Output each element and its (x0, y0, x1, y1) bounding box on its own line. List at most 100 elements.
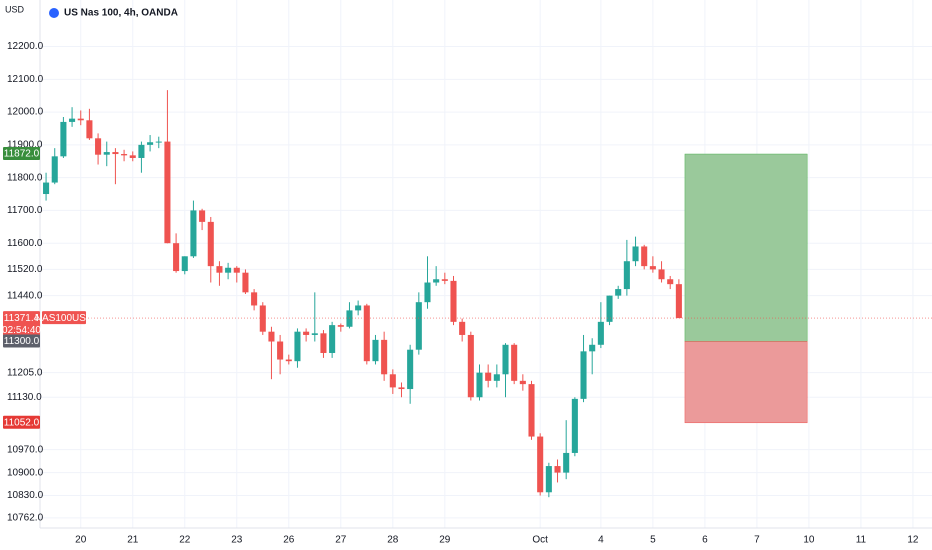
y-tick-label: 10970.0 (7, 444, 44, 455)
countdown-box: 02:54:40 (2, 323, 41, 337)
candle-body (433, 279, 440, 283)
candle-body (121, 154, 128, 156)
x-tick-label: 6 (702, 535, 708, 546)
x-tick-label: 20 (75, 535, 87, 546)
stop-price-box: 11052.0 (3, 415, 40, 429)
candle-body (615, 289, 622, 296)
candle-body (329, 325, 336, 353)
y-tick-label: 11130.0 (7, 392, 42, 403)
candle-body (355, 305, 362, 311)
x-tick-label: 5 (650, 535, 656, 546)
candle-body (112, 152, 119, 155)
x-tick-label: 28 (387, 535, 399, 546)
candle-body (528, 384, 535, 437)
candle-body (571, 398, 578, 453)
candle-body (259, 305, 266, 332)
target-price-bg (3, 147, 40, 161)
candle-body (173, 243, 180, 272)
candle-body (476, 372, 483, 398)
candle-body (502, 344, 509, 375)
candle-body (563, 452, 570, 473)
candle-body (69, 118, 76, 122)
candle-body (103, 152, 110, 155)
symbol-label: NAS100USD (35, 313, 93, 324)
profit-zone (684, 153, 808, 342)
y-tick-label: 10762.0 (7, 512, 44, 523)
y-tick-label: 10900.0 (7, 467, 44, 478)
candle-body (138, 144, 145, 158)
candle-body (155, 141, 162, 143)
y-tick-label: 11520.0 (7, 264, 43, 275)
candle-body (407, 349, 414, 390)
candle-body (242, 272, 249, 293)
y-tick-label: 12100.0 (7, 74, 44, 85)
x-tick-label: 23 (231, 535, 243, 546)
candle-body (441, 279, 448, 281)
entry-price-box: 11300.0 (3, 334, 40, 348)
x-tick-label: 29 (439, 535, 451, 546)
entry-price-label: 11300.0 (4, 336, 40, 347)
candle-body (537, 436, 544, 493)
candle-body (649, 266, 656, 270)
symbol-bg (42, 311, 86, 325)
candle-body (233, 267, 240, 273)
candle-body (389, 374, 396, 388)
last-price-box: 11371.4 (3, 311, 40, 325)
candle-body (86, 120, 93, 139)
candle-body (467, 334, 474, 398)
candle-body (667, 279, 674, 285)
candle-body (450, 280, 457, 322)
candle-body (415, 302, 422, 350)
candle-body (43, 182, 50, 195)
entry-price-bg (3, 334, 40, 348)
x-tick-label: 12 (907, 535, 919, 546)
candle-body (268, 331, 275, 342)
candle-body (658, 269, 665, 280)
x-tick-label: 27 (335, 535, 347, 546)
candle-body (372, 339, 379, 362)
candle-body (493, 374, 500, 381)
candle-body (424, 282, 431, 303)
candle-body (60, 121, 67, 157)
candle-body (641, 246, 648, 267)
y-tick-label: 10830.0 (7, 490, 44, 501)
candle-body (207, 221, 214, 267)
candle-body (459, 321, 466, 335)
x-tick-label: 7 (754, 535, 760, 546)
target-price-label: 11872.0 (4, 149, 40, 160)
x-tick-label: 10 (803, 535, 815, 546)
candle-body (147, 142, 154, 145)
last-price-label: 11371.4 (4, 313, 40, 324)
candle-body (216, 266, 223, 273)
candle-body (303, 331, 310, 335)
y-tick-label: 12200.0 (7, 41, 44, 52)
candle-body (589, 344, 596, 352)
candle-body (225, 267, 232, 273)
candle-body (199, 210, 206, 222)
countdown-label: 02:54:40 (2, 325, 41, 336)
candle-body (580, 351, 587, 399)
currency-label: USD (5, 4, 25, 14)
candle-body (381, 339, 388, 375)
candle-body (251, 292, 258, 306)
candle-body (597, 321, 604, 345)
candle-body (190, 210, 197, 257)
y-tick-label: 11900.0 (7, 140, 43, 151)
candle-body (311, 333, 318, 335)
stop-price-bg (3, 415, 40, 429)
y-tick-label: 11440.0 (7, 290, 43, 301)
x-tick-label: 4 (598, 535, 604, 546)
x-tick-label: 11 (856, 535, 867, 546)
target-price-box: 11872.0 (3, 147, 40, 161)
candle-body (51, 156, 58, 183)
candle-body (485, 372, 492, 381)
candle-body (346, 310, 353, 327)
x-tick-label: Oct (532, 535, 548, 546)
symbol-icon (49, 8, 59, 18)
candle-body (95, 138, 102, 155)
candle-body (363, 305, 370, 362)
loss-zone (684, 341, 808, 424)
chart-title: US Nas 100, 4h, OANDA (64, 8, 178, 19)
y-tick-label: 11700.0 (7, 205, 43, 216)
